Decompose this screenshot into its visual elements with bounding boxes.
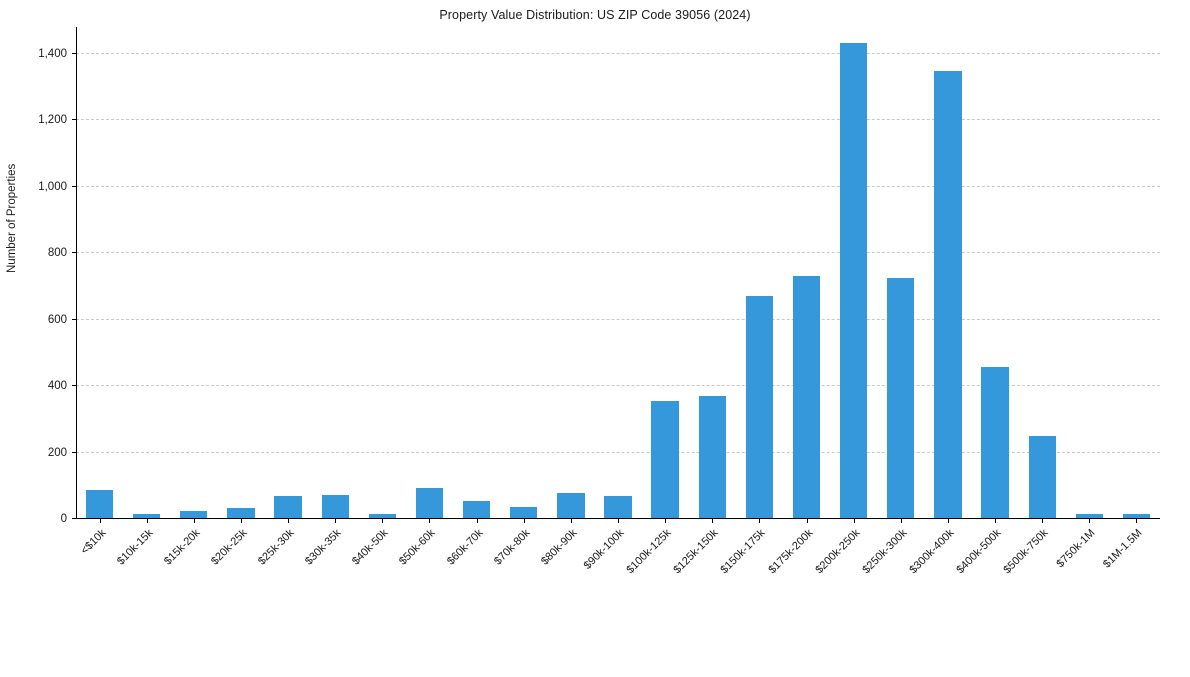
bar (227, 507, 255, 519)
bar (274, 495, 302, 519)
x-tick-mark (712, 519, 714, 523)
chart-title: Property Value Distribution: US ZIP Code… (439, 8, 751, 22)
bar (133, 514, 161, 519)
x-tick-mark (853, 519, 855, 523)
x-tick-mark (1136, 519, 1138, 523)
bar (651, 401, 679, 519)
x-tick-mark (900, 519, 902, 523)
x-tick-mark (995, 519, 997, 523)
bar (462, 500, 491, 519)
bar (1122, 514, 1151, 519)
x-tick-mark (429, 519, 431, 523)
y-tick-mark (72, 318, 76, 320)
gridline (76, 385, 1160, 387)
bar (180, 511, 208, 519)
bar (368, 514, 396, 519)
y-tick-mark (72, 518, 76, 519)
bar (698, 396, 726, 519)
x-axis-line (76, 518, 1160, 519)
x-tick-mark (476, 519, 478, 523)
y-tick-label: 1,000 (38, 180, 67, 193)
y-tick-label: 600 (47, 313, 67, 326)
plot-area: 0 200 400 600 800 1,000 1,200 1,400 <$10k $10k-1… (38, 27, 1160, 576)
bar (85, 489, 114, 519)
gridline (76, 252, 1160, 254)
x-tick-mark (146, 519, 148, 523)
gridline (76, 52, 1160, 54)
x-tick-mark (288, 519, 290, 523)
y-tick-label: 800 (47, 247, 67, 260)
bar (1075, 514, 1103, 519)
bar (934, 70, 962, 519)
bar (887, 278, 915, 519)
y-axis-line (76, 27, 77, 519)
x-tick-mark (335, 519, 337, 523)
x-tick-mark (759, 519, 761, 523)
bar (981, 366, 1009, 519)
x-tick-label: <$10k (78, 527, 109, 557)
bar (321, 494, 349, 519)
y-tick-mark (72, 451, 76, 453)
gridline (76, 119, 1160, 121)
x-tick-mark (382, 519, 384, 523)
x-tick-mark (665, 519, 667, 523)
x-tick-mark (570, 519, 572, 523)
y-tick-label: 1,200 (38, 114, 67, 127)
x-tick-mark (523, 519, 525, 523)
gridline (76, 451, 1160, 453)
x-tick-mark (1089, 519, 1091, 523)
gridline (76, 185, 1160, 187)
y-tick-mark (72, 385, 76, 387)
bar (510, 507, 538, 519)
bar (604, 496, 632, 519)
y-tick-mark (72, 52, 76, 54)
x-tick-mark (947, 519, 949, 523)
bar (792, 276, 821, 519)
x-tick-mark (193, 519, 195, 523)
y-tick-mark (72, 119, 76, 121)
y-axis-label: Number of Properties (6, 163, 18, 273)
y-tick-label: 0 (60, 513, 67, 525)
x-tick-mark (240, 519, 242, 523)
bar (839, 42, 868, 519)
y-tick-label: 200 (47, 446, 67, 459)
y-tick-label: 1,400 (38, 47, 67, 60)
bar (745, 296, 774, 519)
y-tick-mark (72, 252, 76, 254)
bar (415, 488, 444, 519)
x-tick-mark (1042, 519, 1044, 523)
y-tick-label: 400 (47, 380, 67, 393)
x-tick-mark (99, 519, 101, 523)
x-tick-mark (618, 519, 619, 523)
gridline (76, 318, 1160, 320)
plot-background (76, 27, 1160, 519)
bar (1028, 435, 1056, 519)
bar (557, 493, 585, 519)
chart-figure: Property Value Distribution: US ZIP Code… (6, 8, 1160, 577)
x-tick-mark (806, 519, 808, 523)
y-tick-mark (72, 185, 76, 187)
